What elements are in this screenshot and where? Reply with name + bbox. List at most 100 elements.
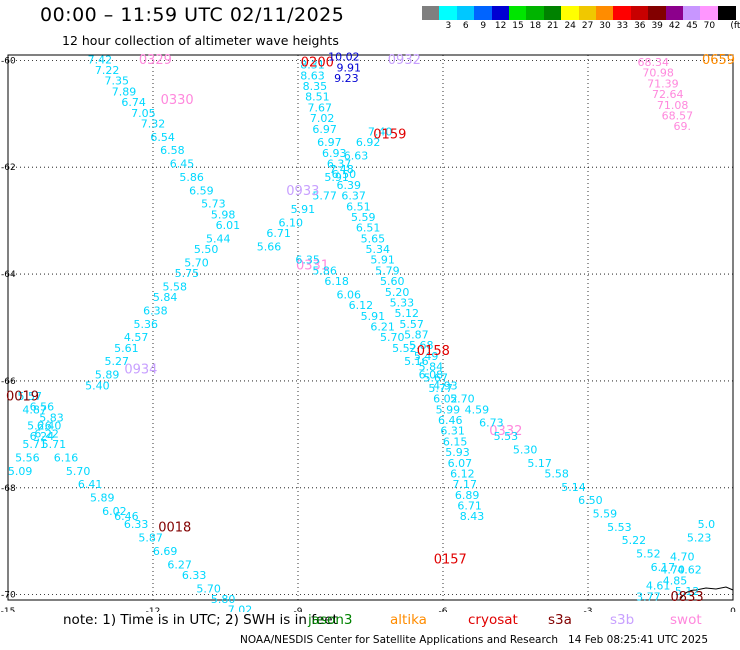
wave-height-value: 7.35 [105,75,130,88]
wave-height-value: 5.33 [390,296,415,309]
wave-height-value: 6.50 [578,494,603,507]
wave-height-value: 5.71 [22,438,47,451]
wave-height-value: 5.91 [370,254,395,267]
wave-height-value: 6.46 [114,510,139,523]
lat-tick-label: -68 [1,484,16,494]
color-scale-label: 21 [547,21,559,31]
wave-height-value: 5.91 [291,203,316,216]
wave-height-value: 6.40 [37,419,62,432]
lat-tick-label: -70 [1,591,16,601]
wave-height-value: 5.87 [138,532,163,545]
wave-height-value: 6.37 [341,190,366,203]
color-swatch [526,6,545,20]
wave-height-value: 5.70 [196,582,221,595]
wave-height-value: 6.69 [153,545,178,558]
mission-legend: jason3 altika cryosat s3a s3b swot [0,612,740,630]
wave-height-value: 5.59 [351,211,376,224]
wave-height-value: 5.34 [366,243,391,256]
wave-height-value: 6.97 [317,136,342,149]
wave-height-value: 5.61 [114,342,139,355]
wave-height-value: 6.39 [337,179,362,192]
wave-height-value: 5.86 [312,264,337,277]
wave-height-value: 6.63 [344,150,369,163]
wave-height-value: 6.10 [279,216,304,229]
wave-height-value: 5.57 [18,390,43,403]
pass-time-label: 0332 [489,424,522,439]
wave-height-value: 5.99 [436,403,461,416]
pass-time-label: 0934 [124,363,157,378]
wave-height-value: 4.59 [465,403,490,416]
wave-height-value: 6.12 [450,467,475,480]
mission-label: s3b [610,612,635,628]
map-subtitle: 12 hour collection of altimeter wave hei… [62,33,339,48]
lat-tick-label: -62 [1,163,16,173]
mission-label: s3a [548,612,572,628]
wave-height-value: 68.57 [662,109,694,122]
color-scale-label: 36 [634,21,646,31]
wave-height-value: 6.97 [312,123,337,136]
wave-height-value: 5.12 [675,585,700,598]
wave-height-value: 4.62 [677,564,702,577]
wave-height-value: 3.77 [636,590,661,603]
wave-height-value: 7.67 [308,101,333,114]
lon-tick-label: -12 [146,607,161,612]
wave-height-value: 71.08 [657,99,689,112]
wave-height-value: 5.86 [179,171,204,184]
wave-height-value: 4.87 [22,403,47,416]
wave-height-value: 5.70 [380,331,405,344]
pass-time-label: 0331 [296,259,329,274]
wave-height-value: 4.70 [660,564,685,577]
color-scale-label: 33 [616,21,629,31]
wave-height-value: 6.12 [349,299,374,312]
wave-height-value: 4.70 [670,550,695,563]
wave-height-value: 6.02 [433,393,458,406]
wave-height-value: 6.51 [346,200,371,213]
footer-note: note: 1) Time is in UTC; 2) SWH is in fe… [63,612,338,628]
wave-height-value: 5.68 [409,339,434,352]
wave-height-value: 4.93 [433,379,458,392]
wave-height-value: 6.56 [30,401,55,414]
wave-height-value: 5.60 [380,275,405,288]
wave-height-value: 5.70 [450,393,475,406]
lat-tick-label: -66 [1,377,16,387]
color-scale-unit: (ft) [730,21,740,31]
wave-height-value: 5.75 [175,267,200,280]
wave-height-value: 5.23 [687,532,712,545]
wave-height-value: 5.16 [404,355,429,368]
wave-height-value: 5.73 [201,198,226,211]
wave-height-value: 5.58 [544,467,569,480]
pass-time-label: 0933 [286,184,319,199]
wave-height-value: 5.49 [414,350,439,363]
pass-time-label: 0659 [702,53,735,68]
wave-height-value: 5.98 [211,208,236,221]
wave-height-value: 68.34 [638,56,670,69]
wave-height-value: 5.52 [636,548,661,561]
wave-height-value: 5.93 [445,446,470,459]
color-swatch [439,6,458,20]
color-scale-label: 12 [494,21,507,31]
wave-height-value: 4.61 [646,580,671,593]
wave-height-value: 6.58 [160,144,185,157]
wave-height-value: 5.79 [375,264,400,277]
wave-height-value: 6.16 [54,451,79,464]
color-swatch [422,6,440,20]
wave-height-value: 5.22 [622,534,647,547]
color-swatch [630,6,649,20]
wave-height-value: 6.92 [356,136,381,149]
wave-height-value: 6.15 [443,435,468,448]
wave-height-value: 6.50 [332,168,357,181]
wave-height-value: 5.58 [163,280,188,293]
wave-height-value: 5.70 [66,465,91,478]
color-scale-label: 9 [480,21,487,31]
wave-height-value: 6.38 [143,304,168,317]
wave-height-value: 8.31 [300,59,325,72]
wave-height-value: 7.17 [453,478,478,491]
wave-height-value: 5.56 [15,451,40,464]
wave-height-value: 5.77 [312,190,337,203]
lon-tick-label: -9 [294,607,303,612]
wave-height-value: 9.91 [337,61,362,74]
wave-height-value: 6.08 [419,369,444,382]
wave-height-value: 5.12 [395,307,420,320]
pass-time-label: 0330 [161,93,194,108]
